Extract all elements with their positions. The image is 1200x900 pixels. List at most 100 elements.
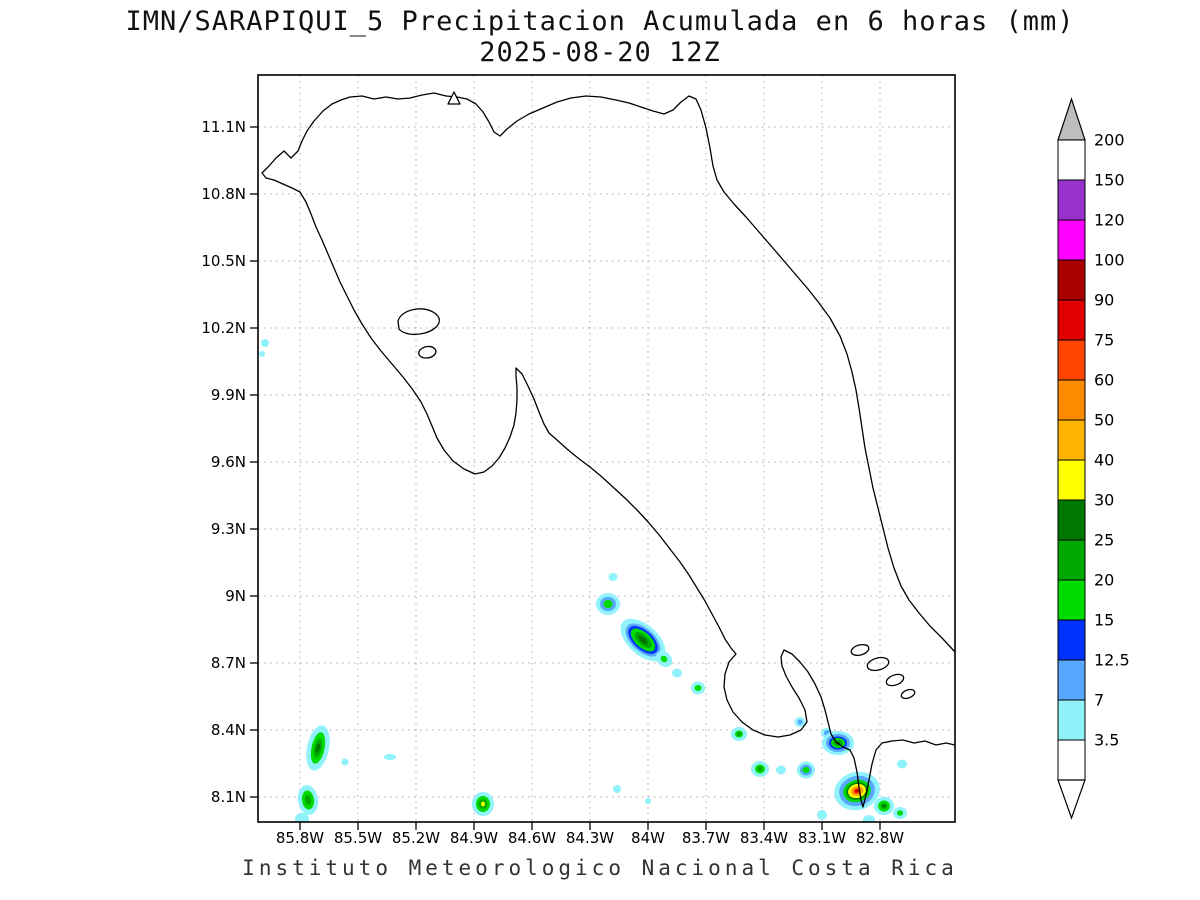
small-lake-outline	[419, 346, 436, 358]
lat-tick-label: 10.5N	[201, 252, 246, 270]
colorbar-cell	[1058, 580, 1085, 620]
precip-cell	[893, 807, 907, 819]
axis-ticks	[250, 127, 880, 830]
colorbar-cell	[1058, 740, 1085, 780]
precip-contour-3.5	[645, 798, 651, 804]
lat-tick-label: 8.1N	[211, 788, 246, 806]
colorbar-label: 120	[1094, 211, 1125, 230]
lat-tick-label: 9.3N	[211, 520, 246, 538]
lake-island-triangle	[448, 92, 460, 104]
bocas-island	[885, 672, 905, 688]
colorbar-bottom-arrow	[1058, 780, 1085, 818]
lon-tick-label: 84.3W	[566, 829, 614, 847]
precip-contour-15	[604, 600, 613, 608]
precip-cell	[874, 797, 894, 815]
precip-contour-7	[798, 720, 803, 725]
precip-cell	[295, 813, 309, 825]
bocas-island	[866, 655, 890, 672]
colorbar-label: 30	[1094, 491, 1114, 510]
precip-cell	[751, 761, 769, 777]
lat-tick-label: 11.1N	[201, 118, 246, 136]
precipitation-map: 11.1N10.8N10.5N10.2N9.9N9.6N9.3N9N8.7N8.…	[0, 0, 1200, 900]
precip-contour-3.5	[261, 339, 269, 347]
institute-caption: Instituto Meteorologico Nacional Costa R…	[0, 856, 1200, 880]
weather-map-page: IMN/SARAPIQUI_5 Precipitacion Acumulada …	[0, 0, 1200, 900]
precip-contour-25	[882, 805, 885, 808]
precip-contour-3.5	[613, 785, 621, 793]
colorbar-cell	[1058, 140, 1085, 180]
precip-contour-3.5	[776, 766, 786, 775]
precip-cell	[342, 759, 349, 766]
precip-contour-3.5	[295, 813, 309, 825]
precip-cell	[261, 339, 269, 347]
precip-cell	[645, 798, 651, 804]
bocas-island	[850, 643, 870, 657]
precip-contour-3.5	[384, 754, 396, 760]
colorbar-label: 90	[1094, 291, 1114, 310]
colorbar-cell	[1058, 260, 1085, 300]
lat-tick-label: 9.9N	[211, 386, 246, 404]
lon-tick-label: 84.9W	[450, 829, 498, 847]
lon-tick-label: 85.8W	[276, 829, 324, 847]
precip-cell	[797, 762, 815, 779]
colorbar-cell	[1058, 180, 1085, 220]
colorbar-cell	[1058, 340, 1085, 380]
colorbar-cell	[1058, 500, 1085, 540]
lat-tick-label: 8.4N	[211, 721, 246, 739]
precip-contour-3.5	[609, 573, 618, 581]
precip-contour-20	[758, 767, 763, 772]
precip-contour-3.5	[259, 351, 265, 357]
precip-contour-3.5	[672, 669, 682, 678]
colorbar-cell	[1058, 420, 1085, 460]
lake-arenal-outline	[398, 309, 439, 335]
mainland-coastline	[262, 93, 955, 807]
precip-cell	[259, 351, 265, 357]
precip-contour-3.5	[897, 760, 907, 769]
axis-labels: 11.1N10.8N10.5N10.2N9.9N9.6N9.3N9N8.7N8.…	[201, 118, 904, 847]
precip-cell	[691, 682, 705, 695]
precip-cell	[817, 810, 827, 820]
precip-cell	[472, 792, 494, 816]
colorbar-cell	[1058, 700, 1085, 740]
colorbar-label: 200	[1094, 131, 1125, 150]
precip-contour-20	[737, 732, 741, 736]
colorbar-label: 150	[1094, 171, 1125, 190]
precip-cell	[897, 760, 907, 769]
lon-tick-label: 84W	[631, 829, 665, 847]
bocas-island	[900, 688, 916, 700]
lon-tick-label: 85.5W	[334, 829, 382, 847]
colorbar-label: 3.5	[1094, 731, 1119, 750]
colorbar-label: 75	[1094, 331, 1114, 350]
colorbar-cell	[1058, 460, 1085, 500]
colorbar-cell	[1058, 540, 1085, 580]
colorbar-cell	[1058, 380, 1085, 420]
precip-cell	[296, 784, 320, 816]
lat-tick-label: 8.7N	[211, 654, 246, 672]
precip-cell	[613, 785, 621, 793]
grid-lines	[258, 75, 955, 822]
colorbar-cell	[1058, 220, 1085, 260]
colorbar-label: 100	[1094, 251, 1125, 270]
lon-tick-label: 83.7W	[682, 829, 730, 847]
colorbar-label: 7	[1094, 691, 1104, 710]
precip-contour-30	[481, 802, 485, 807]
colorbar-label: 15	[1094, 611, 1114, 630]
lat-tick-label: 9.6N	[211, 453, 246, 471]
precip-cell	[672, 669, 682, 678]
colorbar-label: 12.5	[1094, 651, 1130, 670]
colorbar-top-arrow	[1058, 99, 1085, 140]
colorbar-label: 50	[1094, 411, 1114, 430]
precip-cell	[596, 593, 620, 615]
precip-contour-3.5	[342, 759, 349, 766]
colorbar-label: 40	[1094, 451, 1114, 470]
colorbar-label: 20	[1094, 571, 1114, 590]
lon-tick-label: 83.4W	[740, 829, 788, 847]
precip-contour-15	[897, 810, 903, 816]
precip-contour-15	[803, 767, 810, 773]
precip-contour-15	[695, 685, 702, 691]
precip-cell	[863, 815, 875, 825]
lon-tick-label: 84.6W	[508, 829, 556, 847]
plot-frame	[258, 75, 955, 822]
precip-contour-3.5	[863, 815, 875, 825]
precip-cell	[731, 727, 747, 741]
